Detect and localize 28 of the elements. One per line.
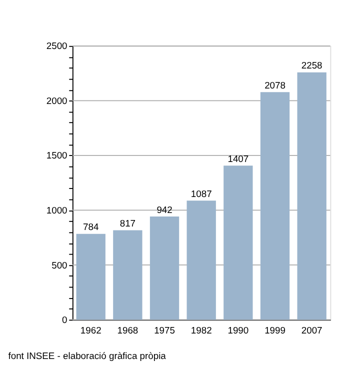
y-tick-label: 500 [52,259,68,270]
x-tick-label: 1962 [80,324,102,336]
data-label: 942 [156,204,172,215]
x-tick-label: 1999 [264,324,286,336]
text: font INSEE - elaboració gràfica pròpia [8,350,167,362]
bar [297,72,326,320]
y-tick-label: 1500 [46,150,68,161]
bar [76,234,106,320]
x-tick-label: 1990 [228,324,249,336]
data-label: 784 [83,221,99,232]
x-tick-label: 1982 [190,324,212,336]
y-tick-label: 1000 [46,204,68,216]
bar [186,200,216,320]
y-tick-label: 0 [62,314,68,326]
data-label: 817 [120,217,136,228]
data-label: 1407 [228,152,249,164]
x-tick-label: 2007 [301,324,322,336]
y-tick-label: 2000 [46,94,68,106]
bar [224,166,253,320]
bar [113,230,142,320]
data-label: 2258 [301,60,322,71]
x-tick-label: 1968 [117,324,138,336]
x-tick-label: 1975 [154,324,175,336]
bar [150,216,180,320]
data-label: 1087 [190,188,212,199]
data-label: 2078 [264,79,286,90]
bar [260,92,290,320]
y-tick-label: 2500 [46,40,68,52]
